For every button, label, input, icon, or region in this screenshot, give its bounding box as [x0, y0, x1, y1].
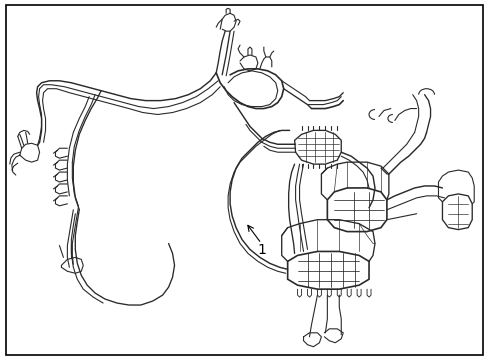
Polygon shape [442, 194, 471, 230]
Polygon shape [287, 251, 368, 289]
Polygon shape [326, 188, 386, 231]
Text: 1: 1 [257, 243, 265, 257]
Polygon shape [294, 130, 341, 164]
